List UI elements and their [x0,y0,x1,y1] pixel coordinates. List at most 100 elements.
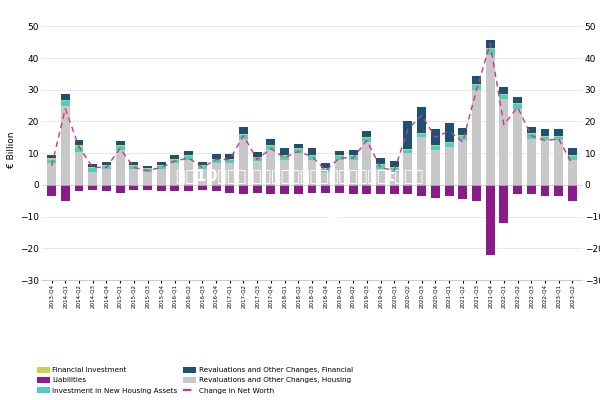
Bar [376,169,385,185]
Bar [499,94,508,99]
Bar [486,185,494,255]
Bar [102,169,111,185]
Bar [513,109,522,185]
Bar [541,136,550,137]
Bar [294,148,303,149]
Bar [130,162,138,165]
Bar [362,138,371,142]
Bar [472,76,481,84]
Bar [143,172,152,185]
Bar [541,137,550,140]
Bar [527,139,536,185]
Bar [417,185,426,196]
Bar [74,140,83,145]
Bar [308,156,316,160]
Bar [47,163,56,185]
Bar [541,129,550,136]
Bar [102,165,111,166]
Bar [458,135,467,136]
Bar [486,55,494,185]
Bar [184,160,193,185]
Bar [253,185,262,193]
Bar [184,156,193,160]
Bar [390,172,398,185]
Bar [390,161,398,168]
Bar [335,185,344,193]
Bar [527,185,536,194]
Bar [431,146,440,150]
Bar [458,185,467,199]
Bar [266,150,275,185]
Bar [116,146,125,150]
Bar [349,150,358,155]
Bar [47,185,56,196]
Bar [266,145,275,146]
Bar [349,160,358,185]
Bar [47,158,56,160]
Bar [349,185,358,194]
Bar [88,185,97,190]
Bar [226,185,234,193]
Bar [376,165,385,169]
Text: 配赂10倍杠杆 上证跨市场中期中高收益信用巫t指数报: 配赂10倍杠杆 上证跨市场中期中高收益信用巫t指数报 [176,168,424,183]
Bar [239,185,248,194]
Bar [226,160,234,163]
Bar [61,94,70,100]
Bar [308,160,316,185]
Bar [362,142,371,185]
Bar [184,151,193,155]
Bar [554,129,563,136]
Bar [74,152,83,185]
Bar [88,164,97,168]
Bar [445,142,454,143]
Bar [335,155,344,156]
Text: 266.74点: 266.74点 [260,201,340,219]
Bar [47,160,56,163]
Bar [88,172,97,185]
Bar [170,185,179,191]
Bar [458,136,467,140]
Bar [403,153,412,185]
Bar [554,185,563,196]
Bar [102,166,111,169]
Bar [362,137,371,138]
Bar [568,156,577,160]
Bar [321,172,330,185]
Bar [266,139,275,145]
Bar [554,137,563,140]
Bar [349,156,358,160]
Bar [266,146,275,150]
Bar [280,148,289,155]
Bar [280,156,289,160]
Bar [445,147,454,185]
Bar [417,134,426,137]
Bar [116,185,125,193]
Bar [486,48,494,55]
Bar [157,166,166,169]
Bar [431,129,440,145]
Bar [239,135,248,139]
Bar [472,85,481,90]
Bar [157,165,166,166]
Legend: Financial Investment, Liabilities, Investment in New Housing Assets, Revaluation: Financial Investment, Liabilities, Inves… [34,364,356,396]
Bar [130,165,138,166]
Bar [212,160,221,163]
Bar [321,168,330,169]
Bar [486,40,494,48]
Bar [61,106,70,185]
Bar [280,155,289,156]
Bar [472,90,481,185]
Bar [184,155,193,156]
Bar [170,155,179,158]
Bar [253,157,262,158]
Bar [349,155,358,156]
Bar [499,87,508,94]
Bar [554,140,563,185]
Bar [212,158,221,160]
Bar [280,160,289,185]
Bar [226,158,234,160]
Bar [143,168,152,169]
Bar [239,134,248,135]
Bar [266,185,275,194]
Bar [568,148,577,155]
